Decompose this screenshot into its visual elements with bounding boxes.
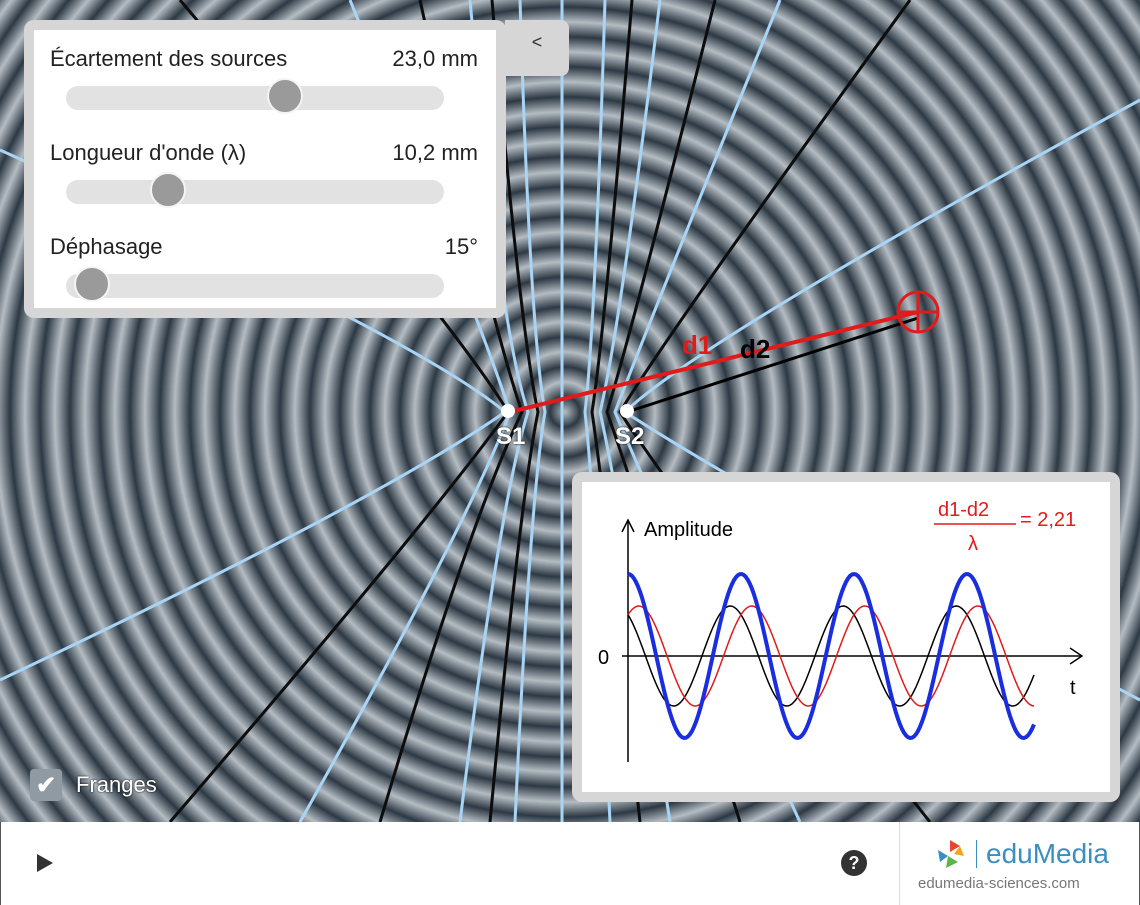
amplitude-graph-panel: Amplitude t 0 d1-d2 λ = 2,21 xyxy=(572,472,1120,802)
phase-shift-slider-handle[interactable] xyxy=(74,266,111,302)
collapse-button-label: < xyxy=(531,32,543,52)
brand-name: eduMedia xyxy=(986,838,1109,869)
brand-site: edumedia-sciences.com xyxy=(918,875,1080,892)
x-axis-label: t xyxy=(1070,677,1076,699)
simulation-area[interactable]: d1 d2 S1 S2 Écartement des sources 23,0 … xyxy=(0,0,1140,822)
x-axis-arrow xyxy=(1069,647,1084,665)
amplitude-graph: Amplitude t 0 d1-d2 λ = 2,21 xyxy=(598,499,1084,762)
source-spacing-slider-handle[interactable] xyxy=(267,78,304,114)
source-s2-label: S2 xyxy=(615,423,645,450)
edumedia-logo-icon xyxy=(938,840,964,868)
collapse-panel-button[interactable]: < xyxy=(505,20,569,76)
phase-shift-control: Déphasage 15° xyxy=(50,218,478,302)
wave-sum xyxy=(627,571,1036,741)
d2-label: d2 xyxy=(740,334,770,364)
wavelength-slider-handle[interactable] xyxy=(150,172,187,208)
wave-s2 xyxy=(627,605,1035,707)
d2-line xyxy=(626,316,919,414)
wave-s1 xyxy=(627,605,1035,707)
source-spacing-label: Écartement des sources xyxy=(50,46,288,71)
check-icon[interactable]: ✔ xyxy=(30,769,62,801)
ratio-numerator: d1-d2 xyxy=(938,499,989,521)
fringes-label: Franges xyxy=(76,772,157,797)
phase-shift-label: Déphasage xyxy=(50,234,163,259)
bottom-toolbar: ? eduMedia edumedia-sciences.com xyxy=(0,822,1140,905)
source-s1-label: S1 xyxy=(496,423,526,450)
wavelength-control: Longueur d'onde (λ) 10,2 mm xyxy=(50,124,478,208)
fringes-checkbox[interactable]: ✔ Franges xyxy=(30,768,157,802)
wavelength-label: Longueur d'onde (λ) xyxy=(50,140,247,165)
play-icon[interactable] xyxy=(37,854,53,872)
phase-shift-value: 15° xyxy=(444,234,478,259)
source-spacing-control: Écartement des sources 23,0 mm xyxy=(50,30,478,114)
ratio-value: = 2,21 xyxy=(1020,509,1076,531)
wavelength-value: 10,2 mm xyxy=(392,140,478,165)
source-s1-dot xyxy=(501,404,515,418)
source-spacing-slider[interactable] xyxy=(66,78,444,114)
y-axis-label: Amplitude xyxy=(644,519,733,541)
ratio-denominator: λ xyxy=(968,533,978,555)
source-spacing-value: 23,0 mm xyxy=(392,46,478,71)
y-axis-arrow xyxy=(621,518,635,533)
brand-area[interactable]: eduMedia edumedia-sciences.com xyxy=(899,822,1140,905)
wavelength-slider[interactable] xyxy=(66,172,444,208)
source-s2-dot xyxy=(620,404,634,418)
zero-label: 0 xyxy=(598,647,609,669)
d1-label: d1 xyxy=(682,330,712,360)
phase-shift-slider[interactable] xyxy=(66,266,444,302)
crosshair-target-icon[interactable] xyxy=(896,290,940,334)
d1-line xyxy=(509,310,919,414)
controls-panel: Écartement des sources 23,0 mm Longueur … xyxy=(24,20,506,318)
question-icon[interactable]: ? xyxy=(841,850,867,876)
